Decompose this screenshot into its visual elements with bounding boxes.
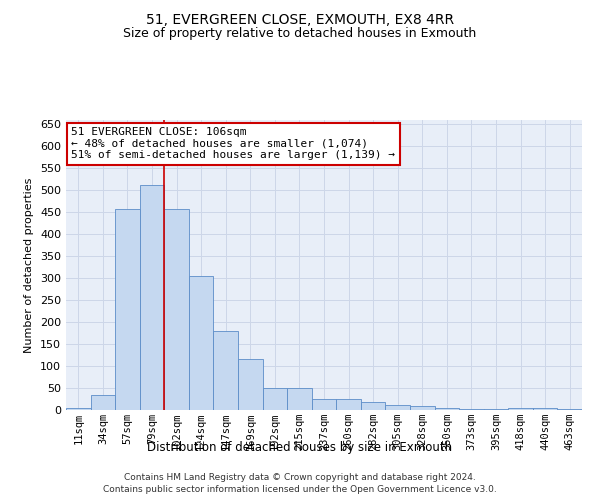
Bar — [459, 408, 484, 410]
Bar — [238, 359, 263, 410]
Bar — [287, 388, 312, 410]
Bar — [361, 402, 385, 410]
Bar — [336, 398, 361, 410]
Bar — [66, 408, 91, 410]
Bar — [91, 394, 115, 410]
Bar — [434, 408, 459, 410]
Bar — [164, 209, 189, 410]
Bar — [557, 409, 582, 410]
Bar — [312, 398, 336, 410]
Text: Distribution of detached houses by size in Exmouth: Distribution of detached houses by size … — [148, 441, 452, 454]
Bar — [385, 404, 410, 410]
Bar — [214, 331, 238, 410]
Bar — [263, 388, 287, 410]
Text: Size of property relative to detached houses in Exmouth: Size of property relative to detached ho… — [124, 28, 476, 40]
Text: Contains HM Land Registry data © Crown copyright and database right 2024.: Contains HM Land Registry data © Crown c… — [124, 472, 476, 482]
Text: Contains public sector information licensed under the Open Government Licence v3: Contains public sector information licen… — [103, 485, 497, 494]
Bar — [484, 409, 508, 410]
Bar — [508, 408, 533, 410]
Y-axis label: Number of detached properties: Number of detached properties — [25, 178, 34, 352]
Bar — [189, 276, 214, 410]
Bar — [410, 406, 434, 410]
Bar — [115, 209, 140, 410]
Bar — [533, 408, 557, 410]
Text: 51, EVERGREEN CLOSE, EXMOUTH, EX8 4RR: 51, EVERGREEN CLOSE, EXMOUTH, EX8 4RR — [146, 12, 454, 26]
Text: 51 EVERGREEN CLOSE: 106sqm
← 48% of detached houses are smaller (1,074)
51% of s: 51 EVERGREEN CLOSE: 106sqm ← 48% of deta… — [71, 127, 395, 160]
Bar — [140, 185, 164, 410]
